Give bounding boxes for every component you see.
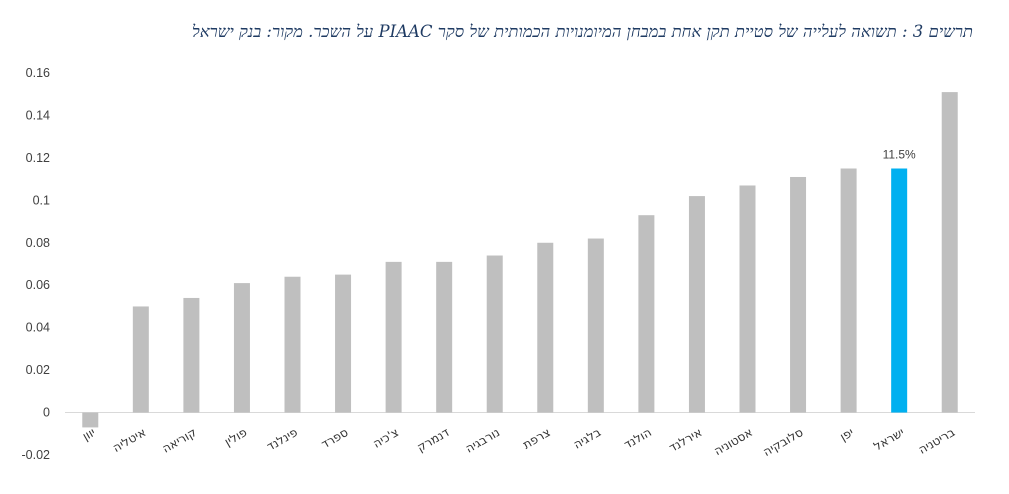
- x-tick-label: ספרד: [319, 425, 351, 452]
- x-axis: יוון איטליה קוריאה פולין פינלנד ספרד צ'כיה דנמר…: [80, 425, 957, 459]
- bar: [688, 196, 705, 413]
- y-tick-label: 0.16: [26, 66, 50, 80]
- data-label: 11.5%: [883, 148, 916, 162]
- bar: [537, 242, 554, 413]
- x-tick-label: צרפת: [520, 425, 552, 452]
- x-tick-label: יפן: [837, 425, 856, 444]
- bar: [132, 306, 149, 413]
- bar: [436, 261, 453, 413]
- x-tick-label: דנמרק: [415, 425, 453, 455]
- y-tick-label: 0.14: [26, 108, 50, 122]
- x-tick-label: אירלנד: [667, 425, 705, 455]
- bar: [840, 168, 857, 413]
- x-tick-label: פינלנד: [264, 425, 300, 454]
- y-tick-label: 0.04: [26, 321, 50, 335]
- bars: [82, 92, 958, 428]
- bar: [587, 238, 604, 413]
- x-tick-label: צ'כיה: [370, 425, 401, 451]
- bar: [284, 276, 301, 413]
- x-tick-label: סלובקיה: [761, 425, 806, 459]
- bar: [790, 176, 807, 413]
- bar: [385, 261, 402, 413]
- x-tick-label: קוריאה: [160, 425, 199, 456]
- y-tick-label: -0.02: [22, 448, 51, 462]
- bar: [638, 215, 655, 413]
- bar: [183, 297, 200, 413]
- y-tick-label: 0.02: [26, 363, 50, 377]
- x-tick-label: פולין: [222, 425, 249, 449]
- y-tick-label: 0.12: [26, 151, 50, 165]
- x-tick-label: נורבגיה: [463, 425, 502, 456]
- bar: [335, 274, 352, 413]
- bar: [739, 185, 756, 413]
- bar: [891, 168, 908, 413]
- bar: [233, 283, 250, 413]
- bar: [486, 255, 503, 413]
- data-labels: 11.5%: [883, 148, 916, 162]
- y-tick-label: 0.08: [26, 236, 50, 250]
- bar: [82, 412, 99, 428]
- x-tick-label: אסטוניה: [711, 425, 755, 458]
- y-tick-label: 0.06: [26, 278, 50, 292]
- y-tick-label: 0.1: [33, 193, 50, 207]
- x-tick-label: איטליה: [110, 425, 148, 455]
- x-tick-label: הולנד: [622, 425, 654, 452]
- x-tick-label: בריטניה: [916, 425, 957, 457]
- x-tick-label: יוון: [80, 425, 98, 443]
- y-tick-label: 0: [43, 406, 50, 420]
- x-tick-label: בלגיה: [571, 425, 603, 452]
- x-tick-label: ישראל: [871, 425, 906, 454]
- chart-title: תרשים 3 : תשואה לעלייה של סטיית תקן אחת …: [192, 22, 973, 41]
- y-axis: -0.02 0 0.02 0.04 0.06 0.08 0.1 0.12 0.14 0.16: [22, 66, 975, 462]
- bar: [941, 92, 958, 413]
